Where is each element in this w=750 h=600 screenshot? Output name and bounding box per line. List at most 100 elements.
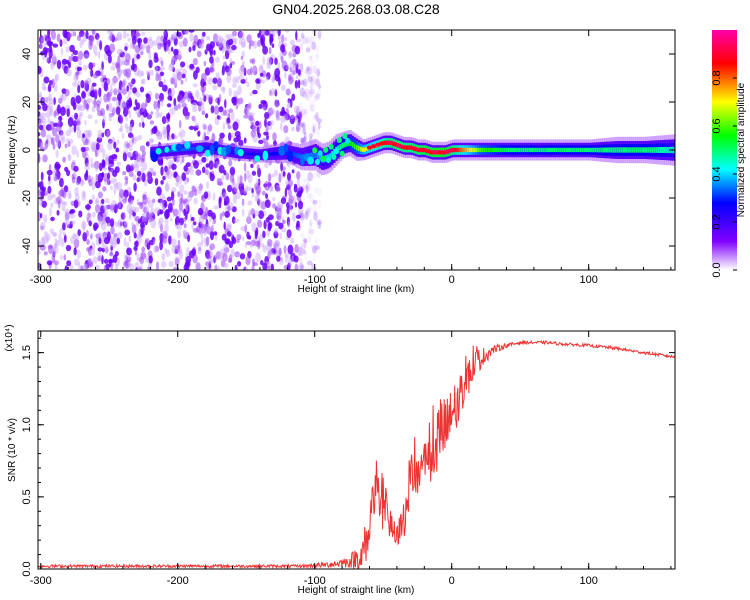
ridge-cell (259, 153, 262, 157)
ridge-cell (359, 146, 363, 152)
noise-speckle (226, 67, 232, 76)
noise-speckle (40, 171, 44, 181)
noise-speckle (65, 219, 70, 228)
ridge-cell (207, 146, 211, 150)
noise-speckle (54, 237, 58, 246)
noise-speckle (293, 255, 299, 263)
noise-speckle (204, 206, 209, 217)
noise-speckle (223, 244, 229, 253)
noise-speckle (161, 253, 166, 261)
noise-speckle (289, 60, 295, 71)
noise-speckle (177, 230, 182, 239)
noise-speckle (201, 87, 205, 97)
noise-speckle (84, 162, 91, 171)
noise-speckle (199, 96, 202, 106)
noise-speckle (73, 199, 79, 209)
noise-speckle (64, 265, 69, 270)
noise-speckle (302, 136, 307, 143)
noise-speckle (252, 89, 258, 95)
noise-speckle (264, 199, 271, 208)
ridge-cell (462, 147, 466, 153)
noise-speckle (306, 66, 310, 72)
noise-speckle (103, 204, 109, 211)
noise-speckle (307, 237, 312, 244)
noise-speckle (108, 30, 114, 33)
noise-speckle (67, 189, 72, 199)
noise-speckle (150, 111, 154, 116)
noise-speckle (65, 244, 72, 252)
noise-speckle (44, 233, 51, 241)
noise-speckle (228, 108, 234, 113)
noise-speckle (154, 207, 161, 214)
noise-speckle (302, 78, 308, 87)
noise-speckle (251, 170, 257, 176)
noise-speckle (186, 195, 193, 202)
noise-speckle (255, 78, 260, 84)
noise-speckle (258, 233, 263, 243)
x-tick-label: -200 (167, 575, 189, 587)
noise-speckle (294, 45, 301, 55)
noise-speckle (262, 244, 268, 253)
noise-speckle (140, 154, 146, 163)
noise-speckle (312, 114, 317, 120)
ridge-cell (357, 145, 361, 151)
noise-speckle (40, 36, 45, 45)
noise-speckle (280, 55, 284, 63)
spectrogram-y-label: Frequency (Hz) (7, 116, 18, 185)
noise-speckle (257, 240, 261, 250)
ridge-cell (653, 147, 657, 153)
ridge-cell (170, 149, 174, 153)
ridge-cell (255, 152, 258, 156)
noise-speckle (257, 40, 261, 47)
noise-speckle (228, 87, 232, 97)
noise-speckle (110, 88, 114, 95)
noise-speckle (97, 50, 101, 60)
x-tick-label: 100 (580, 575, 598, 587)
noise-speckle (133, 232, 137, 239)
noise-speckle (303, 240, 307, 249)
noise-speckle (116, 34, 122, 41)
noise-speckle (131, 221, 134, 227)
noise-speckle (98, 134, 102, 140)
ridge-blob (254, 155, 261, 162)
noise-speckle (42, 103, 48, 112)
noise-speckle (222, 122, 226, 131)
noise-speckle (217, 78, 222, 88)
noise-speckle (109, 238, 114, 248)
noise-speckle (313, 45, 320, 52)
noise-speckle (318, 70, 322, 77)
noise-speckle (55, 73, 60, 81)
ridge-cell (314, 151, 318, 159)
noise-speckles (38, 30, 323, 270)
noise-speckle (293, 105, 300, 114)
noise-speckle (116, 63, 121, 74)
ridge-blob (440, 150, 446, 155)
noise-speckle (279, 258, 284, 266)
noise-speckle (57, 104, 61, 114)
noise-speckle (260, 36, 264, 46)
noise-speckle (94, 199, 100, 205)
noise-speckle (72, 50, 79, 56)
noise-speckle (144, 205, 150, 215)
noise-speckle (210, 155, 214, 161)
ridge-cell (625, 147, 628, 153)
colorbar-label: Normalized spectral amplitude (736, 82, 747, 217)
noise-speckle (127, 152, 132, 158)
noise-speckle (246, 81, 250, 88)
noise-speckle (180, 61, 186, 68)
noise-speckle (270, 263, 274, 270)
noise-speckle (267, 124, 273, 130)
noise-speckle (79, 39, 83, 49)
noise-speckle (124, 220, 128, 226)
noise-speckle (275, 247, 279, 258)
noise-speckle (243, 266, 247, 270)
noise-speckle (56, 209, 60, 216)
noise-speckle (211, 133, 216, 143)
ridge-cell (507, 147, 511, 153)
noise-speckle (107, 54, 112, 64)
noise-speckle (49, 228, 54, 235)
noise-speckle (183, 223, 187, 229)
ridge-cell (296, 153, 299, 158)
noise-speckle (262, 56, 266, 66)
noise-speckle (213, 205, 219, 210)
